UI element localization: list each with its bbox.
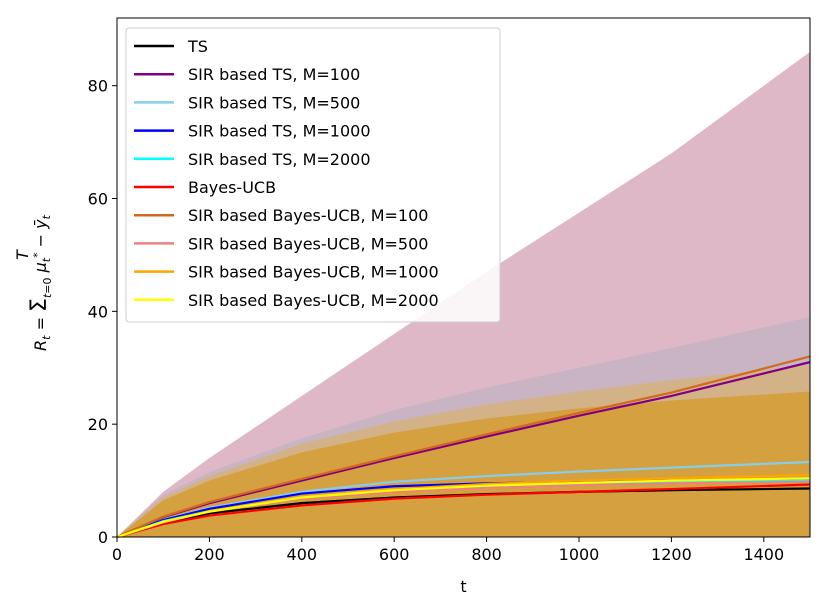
series-line-6 <box>116 355 811 539</box>
legend-label-3: SIR based TS, M=1000 <box>188 122 371 141</box>
legend-box <box>125 27 501 323</box>
y-tick-label-0: 0 <box>98 528 108 547</box>
legend-label-0: TS <box>187 37 208 56</box>
svg-text:T: T <box>13 249 32 260</box>
legend-label-1: SIR based TS, M=100 <box>188 65 360 84</box>
x-tick-label-4: 800 <box>471 545 502 564</box>
y-tick-label-2: 40 <box>88 302 108 321</box>
axis-ticks: 0 200 400 600 800 1000 1200 1400 0 20 40 60 80 <box>88 77 785 564</box>
x-axis-label: t <box>460 577 466 596</box>
y-axis-label: Rt = Σt=0 μt* − ȳt T <box>13 214 54 351</box>
series-lines <box>116 355 811 539</box>
series-line-5 <box>116 483 811 539</box>
legend-label-6: SIR based Bayes-UCB, M=100 <box>188 206 428 225</box>
plot-frame <box>116 17 811 538</box>
legend-label-9: SIR based Bayes-UCB, M=2000 <box>188 291 439 310</box>
x-tick-label-0: 0 <box>112 545 122 564</box>
legend-label-4: SIR based TS, M=2000 <box>188 150 371 169</box>
x-tick-label-1: 200 <box>194 545 225 564</box>
x-tick-label-3: 600 <box>379 545 410 564</box>
legend-label-7: SIR based Bayes-UCB, M=500 <box>188 234 428 253</box>
series-line-9 <box>116 477 811 539</box>
legend-label-5: Bayes-UCB <box>188 178 276 197</box>
legend: TS SIR based TS, M=100 SIR based TS, M=500… <box>125 27 501 323</box>
x-tick-label-5: 1000 <box>559 545 600 564</box>
x-tick-label-7: 1400 <box>743 545 784 564</box>
y-tick-label-3: 60 <box>88 190 108 209</box>
x-tick-label-6: 1200 <box>651 545 692 564</box>
x-tick-label-2: 400 <box>287 545 318 564</box>
svg-text:Rt = Σt=0 μt* − ȳt: Rt = Σt=0 μt* − ȳt <box>27 214 54 351</box>
y-tick-label-4: 80 <box>88 77 108 96</box>
legend-label-8: SIR based Bayes-UCB, M=1000 <box>188 263 439 282</box>
y-tick-label-1: 20 <box>88 415 108 434</box>
legend-label-2: SIR based TS, M=500 <box>188 93 360 112</box>
